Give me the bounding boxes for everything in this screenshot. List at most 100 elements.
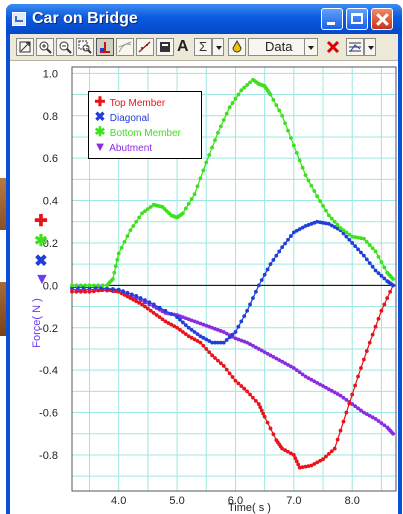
title-bar[interactable]: Car on Bridge <box>6 4 402 34</box>
close-button[interactable] <box>371 8 393 30</box>
data-point <box>370 246 375 251</box>
sigma-dropdown-icon[interactable] <box>212 38 224 56</box>
data-point <box>373 417 378 421</box>
data-point <box>245 83 250 87</box>
text-annotation-icon[interactable]: A <box>177 38 189 55</box>
graph-toolbar: A Σ Data <box>10 34 398 61</box>
data-point <box>382 423 387 428</box>
data-point <box>218 329 223 333</box>
data-point <box>112 270 117 275</box>
data-point <box>221 118 226 122</box>
data-icon[interactable] <box>228 38 246 56</box>
data-point <box>347 401 352 406</box>
data-point <box>100 283 105 288</box>
zoom-box-icon[interactable] <box>76 38 94 56</box>
data-point <box>198 321 203 326</box>
data-point <box>96 288 101 293</box>
data-point <box>391 283 395 288</box>
examine-icon[interactable] <box>96 38 114 56</box>
data-point <box>309 183 314 188</box>
data-point <box>96 283 101 288</box>
data-point <box>283 361 287 366</box>
data-point <box>128 228 133 233</box>
data-point <box>216 327 220 332</box>
sigma-icon[interactable]: Σ <box>194 38 212 56</box>
minimize-button[interactable] <box>321 8 343 30</box>
data-point <box>242 386 247 391</box>
data-point <box>286 449 290 454</box>
data-point <box>181 330 185 334</box>
data-point <box>353 383 358 388</box>
data-point <box>268 262 273 267</box>
diagonal-marker-icon: ✖ <box>94 109 106 124</box>
curve-fit-icon[interactable] <box>136 38 154 56</box>
data-point <box>312 220 317 225</box>
data-point <box>318 458 323 463</box>
data-point <box>189 197 194 201</box>
data-point <box>242 85 247 90</box>
zoom-out-icon[interactable] <box>56 38 74 56</box>
data-point <box>122 293 127 297</box>
data-point <box>181 320 185 325</box>
autoscale-icon[interactable] <box>16 38 34 56</box>
graph-options-icon[interactable] <box>346 38 364 56</box>
data-point <box>379 308 384 313</box>
data-point <box>207 339 212 343</box>
zoom-in-icon[interactable] <box>36 38 54 56</box>
axis-series-bottom-member-icon[interactable]: ✱ <box>34 233 48 250</box>
data-point <box>289 364 293 369</box>
data-point <box>198 334 203 339</box>
graph-options-dropdown-icon[interactable] <box>364 38 376 56</box>
data-point <box>315 219 320 224</box>
data-point <box>186 201 191 206</box>
data-point <box>125 294 130 299</box>
data-point <box>286 237 290 242</box>
data-point <box>350 392 355 397</box>
data-point <box>163 308 168 313</box>
maximize-button[interactable] <box>346 8 368 30</box>
data-point <box>291 366 296 370</box>
data-point <box>248 302 252 307</box>
data-point <box>391 277 395 281</box>
data-point <box>116 251 121 256</box>
axis-series-diagonal-icon[interactable]: ✖ <box>34 253 48 270</box>
data-point <box>125 234 130 238</box>
bottom-member-marker-icon: ✱ <box>94 124 106 139</box>
axis-series-top-member-icon[interactable]: ✚ <box>34 213 48 230</box>
data-point <box>335 226 340 231</box>
y-axis-label[interactable]: Force( N ) <box>31 298 43 348</box>
data-point <box>224 367 229 372</box>
data-point <box>283 241 287 246</box>
data-point <box>388 289 393 294</box>
data-dropdown-button[interactable]: Data <box>248 38 318 56</box>
data-point <box>271 432 276 437</box>
data-point <box>318 382 323 387</box>
force-time-plot[interactable]: 4.0 5.0 6.0 7.0 8.0 1.0 0.8 0.6 0.4 0.2 0.0 -0.2 -0.… <box>10 61 398 514</box>
data-point <box>379 260 384 264</box>
graph-area[interactable]: 4.0 5.0 6.0 7.0 8.0 1.0 0.8 0.6 0.4 0.2 0.0 -0.2 -0.… <box>10 61 398 514</box>
x-axis-label[interactable]: Time( s ) <box>228 502 271 514</box>
data-point <box>134 299 139 304</box>
data-point <box>210 325 215 330</box>
data-point <box>210 340 215 345</box>
data-point <box>268 426 273 431</box>
legend-item-abutment: ▼ Abutment <box>93 139 153 155</box>
y-tick-label: -0.4 <box>39 365 58 377</box>
data-point <box>379 273 384 278</box>
data-point <box>201 343 206 348</box>
tangent-icon[interactable] <box>116 38 134 56</box>
data-point <box>306 223 311 227</box>
data-point <box>157 305 162 310</box>
data-point <box>233 330 238 334</box>
data-point <box>344 234 349 239</box>
data-point <box>370 415 375 420</box>
axis-series-abutment-icon[interactable]: ▼ <box>34 271 50 288</box>
statistics-icon[interactable] <box>156 38 174 56</box>
data-point <box>324 208 328 213</box>
y-tick-label: 0.2 <box>43 238 58 250</box>
delete-icon[interactable] <box>324 38 342 56</box>
data-point <box>224 331 229 336</box>
data-point <box>239 338 244 343</box>
data-point <box>204 347 209 351</box>
data-point <box>385 296 390 300</box>
